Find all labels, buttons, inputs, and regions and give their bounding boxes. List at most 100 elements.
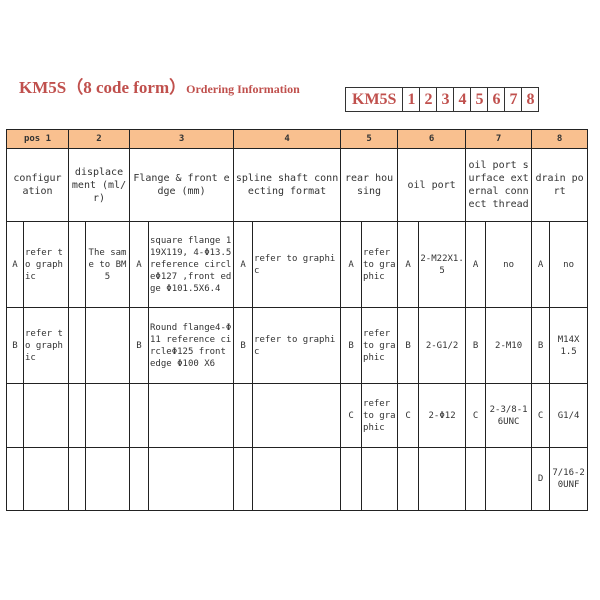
option-value: square flange 119X119, 4-Φ13.5 reference… (148, 221, 235, 308)
column-description: configur ation (6, 148, 69, 222)
option-code: B (465, 307, 487, 384)
option-code: C (531, 383, 551, 448)
option-value (485, 447, 533, 511)
option-code: B (340, 307, 363, 384)
option-value (84, 447, 131, 511)
option-code (68, 383, 86, 448)
option-code (340, 447, 363, 511)
option-code: A (233, 221, 254, 308)
code-box: 6 (487, 88, 504, 111)
code-box: KM5S (352, 91, 397, 108)
option-value (23, 383, 69, 448)
ordering-table: pos 1 2 3 4 5 6 7 8 configur ation displace ment … (6, 129, 589, 511)
column-description: displace ment (ml/r) (67, 148, 131, 222)
option-code: C (340, 383, 363, 448)
code-box: 7 (504, 88, 521, 111)
option-code: B (6, 307, 24, 384)
position-header: 6 (397, 129, 467, 149)
page-title: KM5S（8 code form）Ordering Information (19, 73, 300, 98)
option-value: refer to graphic (23, 307, 69, 384)
option-value: 7/16-20UNF (549, 447, 589, 511)
option-value: 2-3/8-16UNC (485, 383, 533, 448)
option-code (233, 383, 254, 448)
position-header: 3 (129, 129, 235, 149)
position-header: 7 (465, 129, 533, 149)
desc-row: configur ation displace ment (ml/r) Flange… (6, 148, 589, 222)
code-box: 5 (470, 88, 487, 111)
option-value: refer to graphic (252, 307, 342, 384)
column-description: drain port (531, 148, 589, 222)
option-value (252, 383, 342, 448)
option-code: D (531, 447, 551, 511)
option-code: C (465, 383, 487, 448)
option-code (397, 447, 420, 511)
option-code: C (397, 383, 420, 448)
option-value (148, 447, 235, 511)
option-value: refer to graphic (361, 307, 399, 384)
position-header: 4 (233, 129, 342, 149)
option-value: refer to graphic (252, 221, 342, 308)
option-value (23, 447, 69, 511)
option-value (84, 383, 131, 448)
option-code (6, 383, 24, 448)
option-code: A (340, 221, 363, 308)
option-code (129, 447, 150, 511)
code-box: 1 (402, 88, 419, 111)
model-code-boxes: KM5S 1 2 3 4 5 6 7 8 (345, 87, 540, 112)
option-value (148, 383, 235, 448)
option-code (129, 383, 150, 448)
option-code (68, 221, 86, 308)
option-code: B (129, 307, 150, 384)
column-description: oil port (397, 148, 467, 222)
option-value (361, 447, 399, 511)
position-header: 8 (531, 129, 589, 149)
option-value: 2-G1/2 (418, 307, 467, 384)
option-code (6, 447, 24, 511)
option-value (252, 447, 342, 511)
code-box: 8 (521, 88, 538, 111)
code-box: 2 (419, 88, 436, 111)
title-sub: Ordering Information (186, 82, 300, 96)
option-value: 2-Φ12 (418, 383, 467, 448)
option-code (465, 447, 487, 511)
option-value (84, 307, 131, 384)
option-code (68, 447, 86, 511)
option-value: refer to graphic (361, 383, 399, 448)
title-main: KM5S（8 code form） (19, 78, 187, 97)
option-code: A (531, 221, 551, 308)
code-box: 4 (453, 88, 470, 111)
option-code: B (233, 307, 254, 384)
position-header: 5 (340, 129, 399, 149)
code-box: 3 (436, 88, 453, 111)
option-value: Round flange4-Φ11 reference circleΦ125 f… (148, 307, 235, 384)
column-description: rear housing (340, 148, 399, 222)
option-code: A (465, 221, 487, 308)
option-code (68, 307, 86, 384)
position-header: pos 1 (6, 129, 69, 149)
option-value: 2-M10 (485, 307, 533, 384)
option-code: A (129, 221, 150, 308)
column-description: oil port surface external connect thread (465, 148, 533, 222)
option-code (233, 447, 254, 511)
column-description: Flange & front edge (mm) (129, 148, 235, 222)
option-code: B (397, 307, 420, 384)
column-description: spline shaft connecting format (233, 148, 342, 222)
option-value: 2-M22X1.5 (418, 221, 467, 308)
option-value: refer to graphic (23, 221, 69, 308)
option-code: B (531, 307, 551, 384)
option-value: no (485, 221, 533, 308)
position-header: 2 (67, 129, 131, 149)
option-value: M14X 1.5 (549, 307, 589, 384)
option-code: A (397, 221, 420, 308)
option-value: refer to graphic (361, 221, 399, 308)
table-row: D 7/16-20UNF (6, 447, 589, 511)
option-value: G1/4 (549, 383, 589, 448)
option-value: no (549, 221, 589, 308)
option-value (418, 447, 467, 511)
option-value: The same to BM5 (84, 221, 131, 308)
option-code: A (6, 221, 24, 308)
